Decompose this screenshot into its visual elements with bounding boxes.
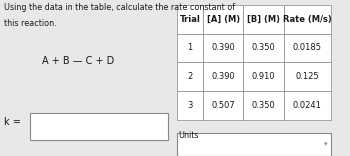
Bar xyxy=(177,5,203,34)
Bar xyxy=(203,34,243,62)
Text: 0.350: 0.350 xyxy=(252,44,275,52)
Text: ▾: ▾ xyxy=(324,141,328,147)
Text: Using the data in the table, calculate the rate constant of: Using the data in the table, calculate t… xyxy=(4,3,234,12)
Text: 0.0185: 0.0185 xyxy=(293,44,322,52)
Text: [B] (M): [B] (M) xyxy=(247,15,280,24)
Text: 0.125: 0.125 xyxy=(295,72,319,81)
Bar xyxy=(243,62,284,91)
Text: 0.350: 0.350 xyxy=(252,101,275,110)
Bar xyxy=(177,34,203,62)
Text: 0.390: 0.390 xyxy=(211,72,235,81)
Text: 0.0241: 0.0241 xyxy=(293,101,322,110)
Text: 2: 2 xyxy=(187,72,192,81)
Text: Trial: Trial xyxy=(180,15,200,24)
Text: [A] (M): [A] (M) xyxy=(206,15,240,24)
Bar xyxy=(203,5,243,34)
Text: 3: 3 xyxy=(187,101,192,110)
Bar xyxy=(284,91,331,120)
Text: Rate (M/s): Rate (M/s) xyxy=(283,15,331,24)
Text: 1: 1 xyxy=(187,44,192,52)
Bar xyxy=(243,5,284,34)
Bar xyxy=(203,91,243,120)
Bar xyxy=(284,34,331,62)
Bar xyxy=(30,113,168,140)
Text: A + B — C + D: A + B — C + D xyxy=(42,56,114,66)
Bar xyxy=(284,62,331,91)
Text: 0.390: 0.390 xyxy=(211,44,235,52)
Text: Units: Units xyxy=(178,131,199,140)
Bar xyxy=(243,91,284,120)
Text: 0.910: 0.910 xyxy=(252,72,275,81)
Text: 0.507: 0.507 xyxy=(211,101,235,110)
Bar xyxy=(177,133,331,156)
Bar xyxy=(284,5,331,34)
Bar xyxy=(243,34,284,62)
Bar xyxy=(177,62,203,91)
Bar xyxy=(177,91,203,120)
Text: this reaction.: this reaction. xyxy=(4,19,56,28)
Bar xyxy=(203,62,243,91)
Text: k =: k = xyxy=(4,117,20,127)
